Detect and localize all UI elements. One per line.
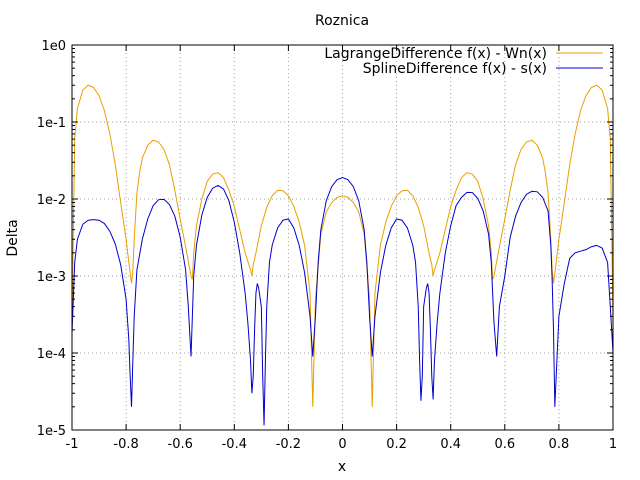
y-tick-label: 1e-3	[37, 270, 66, 285]
x-tick-label: 0	[338, 437, 346, 452]
y-axis-label: Delta	[5, 219, 21, 256]
y-tick-label: 1e-1	[37, 116, 66, 131]
legend-label-spline: SplineDifference f(x) - s(x)	[363, 61, 547, 77]
x-tick-label: 0.6	[494, 437, 515, 452]
x-tick-label: 0.8	[549, 437, 570, 452]
x-tick-label: 1	[609, 437, 617, 452]
series-line-spline	[72, 177, 613, 426]
x-tick-label: 0.2	[386, 437, 407, 452]
x-tick-label: -1	[66, 437, 79, 452]
grid-lines	[72, 45, 613, 430]
series-layer	[72, 84, 613, 426]
y-tick-label: 1e-2	[37, 193, 66, 208]
x-tick-label: 0.4	[440, 437, 461, 452]
y-tick-label: 1e-4	[37, 347, 66, 362]
x-tick-label: -0.4	[222, 437, 247, 452]
x-tick-label: -0.2	[276, 437, 301, 452]
x-axis-label: x	[338, 459, 346, 475]
chart-title: Roznica	[315, 13, 369, 29]
legend: LagrangeDifference f(x) - Wn(x)SplineDif…	[324, 46, 603, 77]
x-tick-label: -0.6	[168, 437, 193, 452]
y-tick-label: 1e-5	[37, 424, 66, 439]
y-tick-label: 1e0	[41, 39, 66, 54]
axes: -1 -0.8 -0.6 -0.4 -0.2 0 0.2 0.4 0.6 0.8 1 1e-5 1e-4…	[37, 39, 617, 452]
x-tick-label: -0.8	[113, 437, 138, 452]
legend-label-lagrange: LagrangeDifference f(x) - Wn(x)	[324, 46, 547, 62]
series-line-lagrange	[72, 84, 613, 407]
